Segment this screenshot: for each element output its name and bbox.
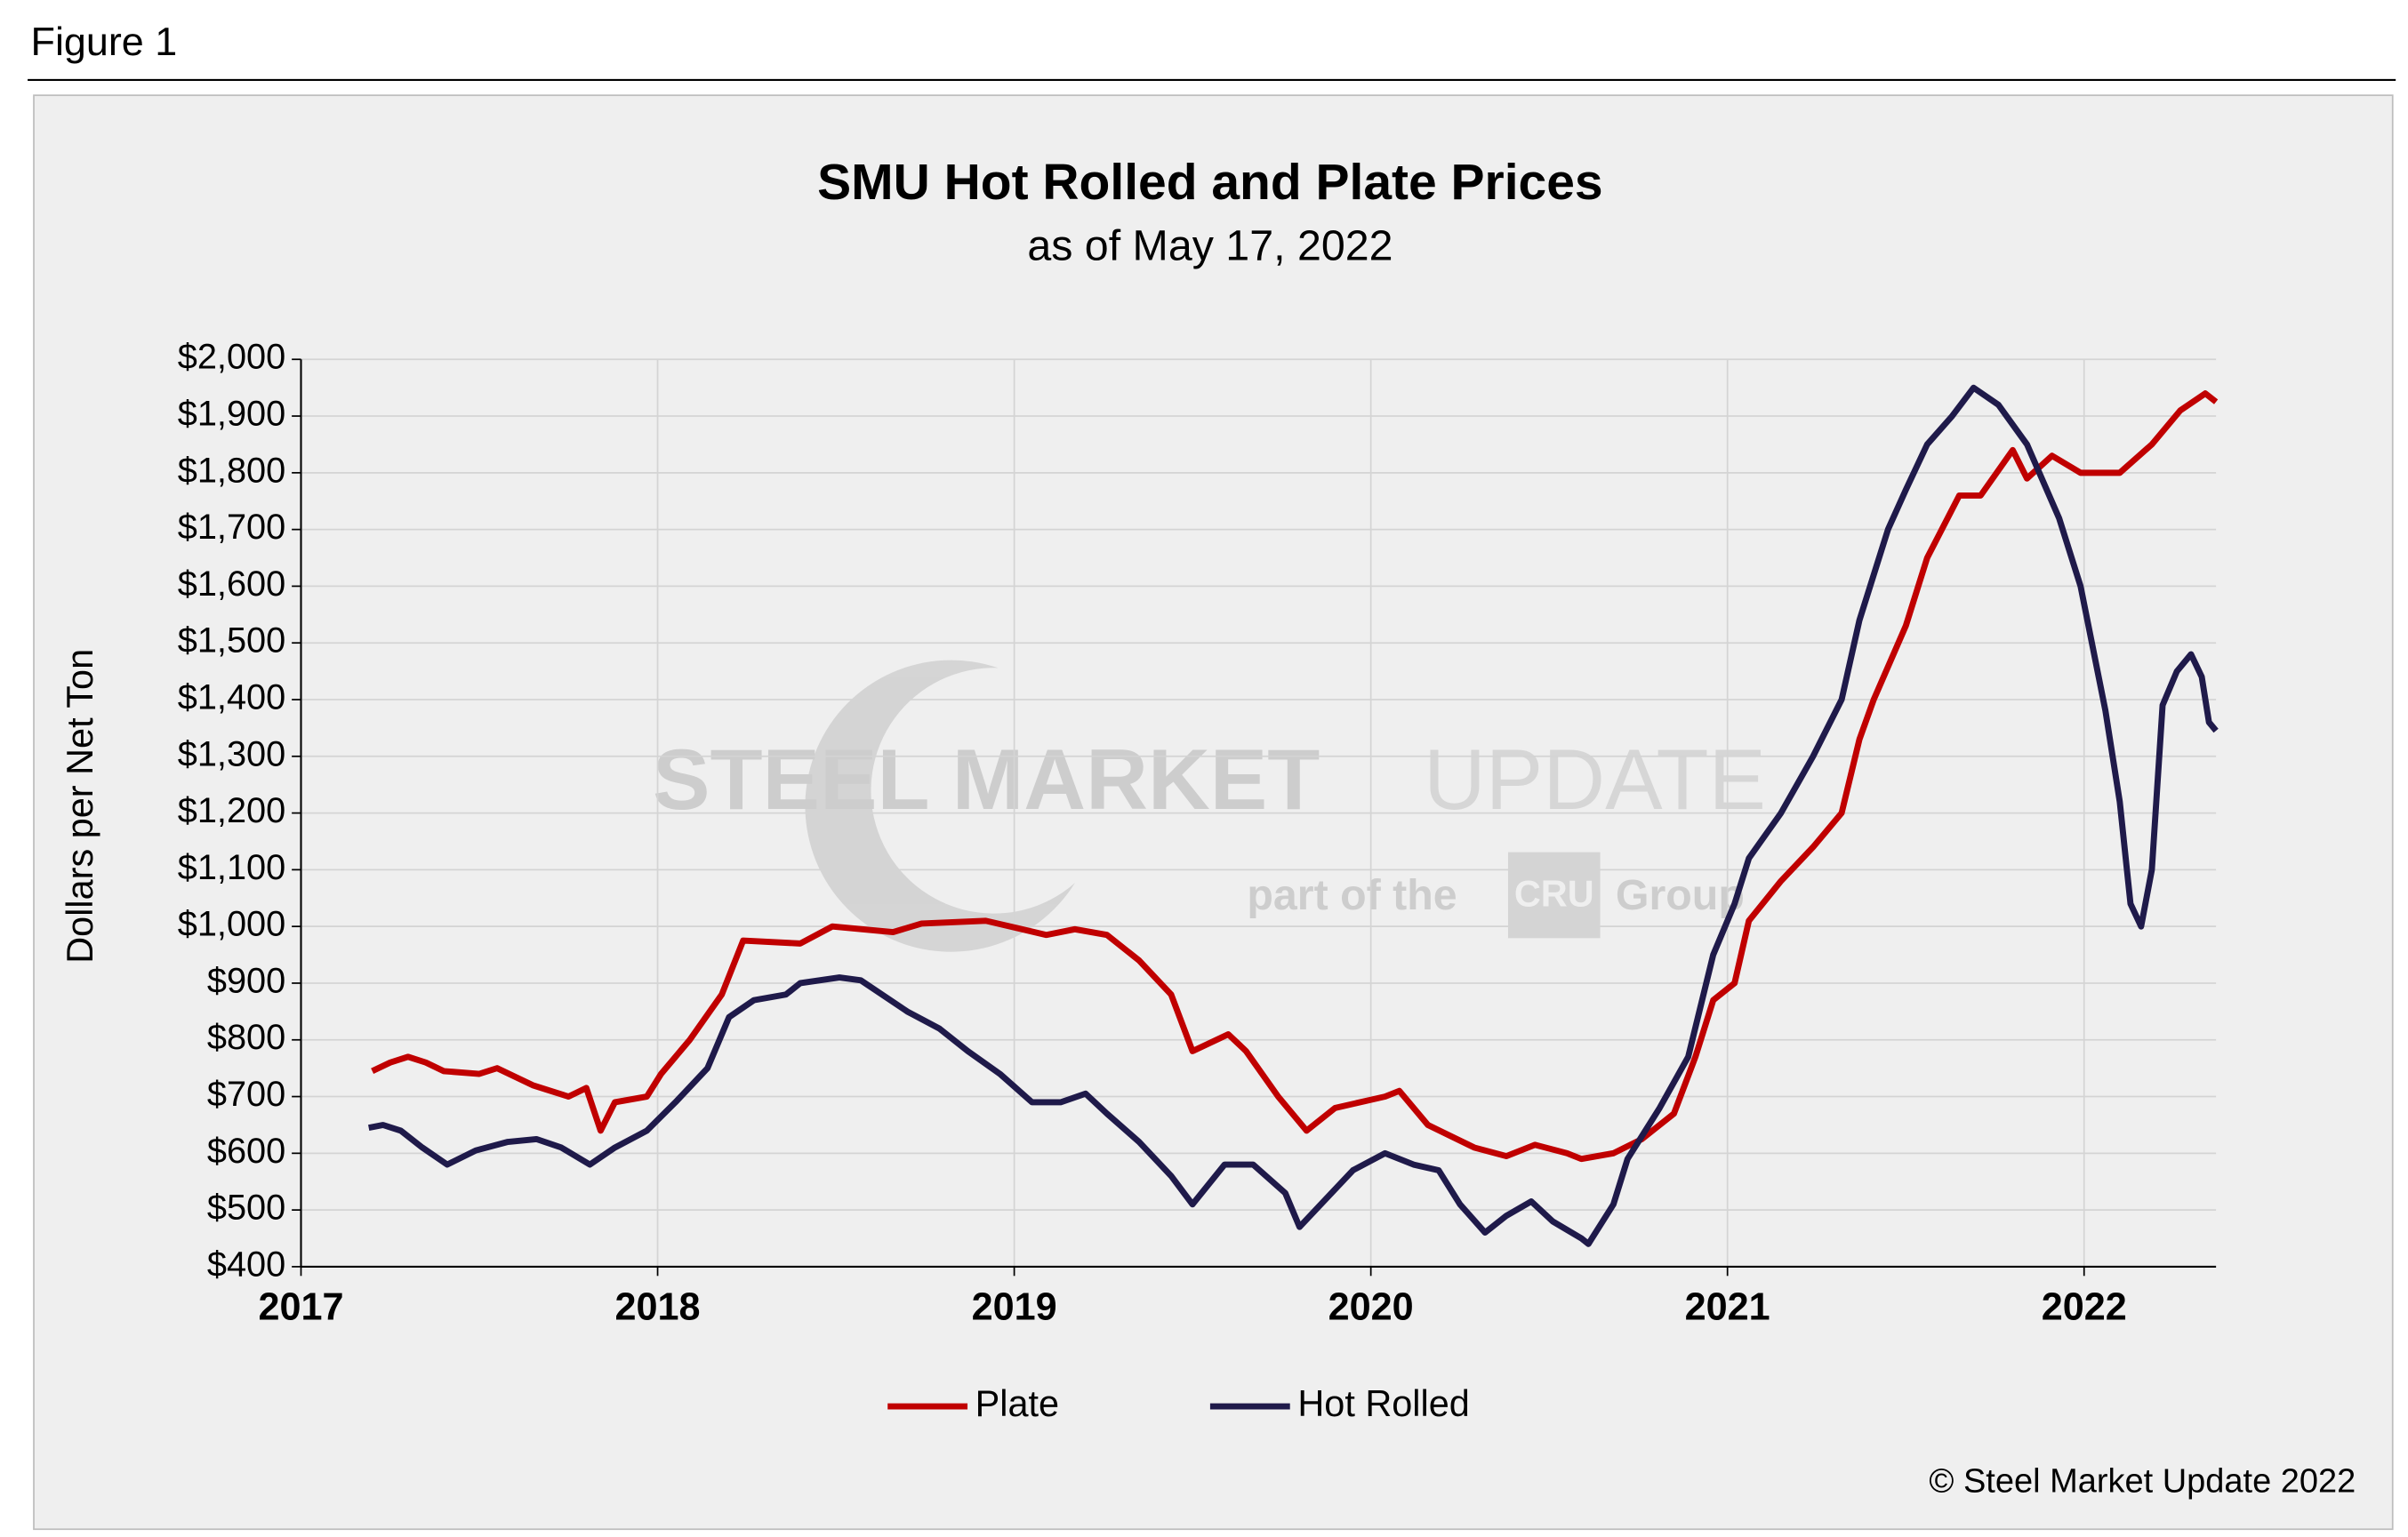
line-series <box>368 384 2219 1247</box>
legend-label: Hot Rolled <box>1297 1382 1469 1424</box>
y-tick-label: $1,100 <box>178 848 285 887</box>
y-tick-label: $1,700 <box>178 508 285 547</box>
y-tick-label: $2,000 <box>178 338 285 377</box>
y-tick-label: $1,600 <box>178 564 285 604</box>
line-series <box>371 390 2219 1163</box>
y-tick-label: $1,300 <box>178 734 285 773</box>
x-tick-label: 2021 <box>1685 1286 1770 1329</box>
y-tick-label: $1,000 <box>178 905 285 944</box>
y-tick-label: $1,400 <box>178 677 285 716</box>
x-tick-label: 2017 <box>258 1286 343 1329</box>
chart-subtitle: as of May 17, 2022 <box>1027 222 1393 270</box>
y-tick-label: $1,800 <box>178 451 285 490</box>
x-tick-label: 2018 <box>615 1286 701 1329</box>
watermark: STEEL MARKET UPDATE part of the CRU Grou… <box>653 660 1766 952</box>
watermark-arc <box>805 660 1075 952</box>
x-tick-label: 2019 <box>972 1286 1057 1329</box>
y-tick-label: $900 <box>207 961 285 1000</box>
y-tick-label: $1,500 <box>178 621 285 660</box>
watermark-logo <box>1507 852 1601 939</box>
watermark-text: UPDATE <box>1424 732 1766 828</box>
y-tick-label: $400 <box>207 1245 285 1284</box>
x-tick-label: 2022 <box>2042 1286 2127 1329</box>
y-tick-label: $500 <box>207 1189 285 1228</box>
watermark-text: CRU <box>1514 873 1594 915</box>
copyright: © Steel Market Update 2022 <box>1929 1462 2356 1500</box>
x-tick-label: 2020 <box>1328 1286 1414 1329</box>
watermark-text: Group <box>1616 871 1745 919</box>
y-tick-label: $800 <box>207 1018 285 1057</box>
figure-label: Figure 1 <box>31 19 178 64</box>
chart-title: SMU Hot Rolled and Plate Prices <box>817 154 1602 211</box>
y-axis-label: Dollars per Net Ton <box>59 649 100 964</box>
watermark-text: STEEL MARKET <box>653 732 1320 828</box>
y-tick-label: $600 <box>207 1132 285 1171</box>
y-tick-label: $1,200 <box>178 791 285 830</box>
y-tick-label: $700 <box>207 1075 285 1114</box>
legend-label: Plate <box>975 1382 1059 1424</box>
watermark-text: part of the <box>1247 871 1457 919</box>
y-tick-label: $1,900 <box>178 395 285 434</box>
